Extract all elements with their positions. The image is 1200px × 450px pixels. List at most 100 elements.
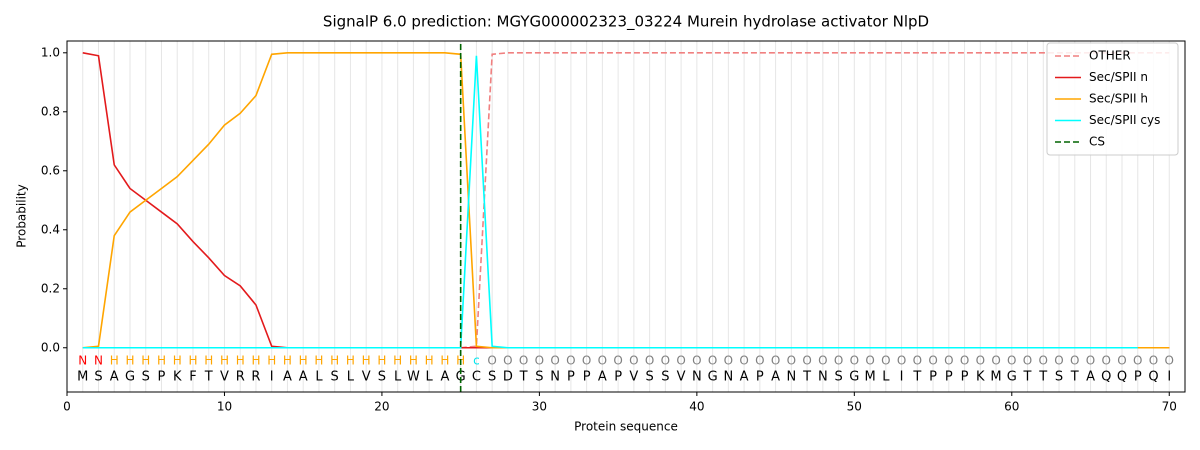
residue: R: [236, 370, 245, 385]
residue: L: [426, 370, 434, 385]
x-tick-label: 10: [217, 400, 232, 414]
region-label: O: [708, 354, 717, 368]
residue: T: [204, 370, 213, 385]
region-label: H: [110, 354, 119, 368]
residue: F: [189, 370, 196, 385]
x-tick-label: 60: [1004, 400, 1019, 414]
residue: P: [158, 370, 166, 385]
series-line: [82, 52, 1170, 349]
residue: K: [173, 370, 182, 385]
residue: G: [1007, 370, 1017, 385]
region-label: O: [1086, 354, 1095, 368]
residue: T: [1038, 370, 1047, 385]
region-label: O: [1070, 354, 1079, 368]
region-label: O: [1165, 354, 1174, 368]
residue: Q: [1101, 370, 1111, 385]
y-tick-label: 0.6: [41, 163, 60, 177]
region-label: c: [473, 354, 480, 368]
residue: P: [1134, 370, 1142, 385]
x-tick-label: 40: [689, 400, 704, 414]
residue: N: [550, 370, 560, 385]
region-label: H: [346, 354, 355, 368]
residue: P: [961, 370, 969, 385]
region-label: H: [267, 354, 276, 368]
residue: S: [535, 370, 543, 385]
residue: P: [583, 370, 591, 385]
residue: V: [362, 370, 371, 385]
legend-label: Sec/SPII n: [1089, 70, 1148, 84]
residue: N: [818, 370, 828, 385]
residue: A: [1086, 370, 1095, 385]
residue: L: [882, 370, 890, 385]
region-label: O: [503, 354, 512, 368]
region-label: H: [377, 354, 386, 368]
region-label: O: [850, 354, 859, 368]
residue: P: [756, 370, 764, 385]
region-label: O: [692, 354, 701, 368]
region-label: O: [550, 354, 559, 368]
region-label: O: [739, 354, 748, 368]
region-label: H: [409, 354, 418, 368]
residue: S: [331, 370, 339, 385]
residue: S: [645, 370, 653, 385]
residue: A: [299, 370, 308, 385]
region-label: H: [283, 354, 292, 368]
region-label: O: [582, 354, 591, 368]
x-tick-label: 0: [63, 400, 71, 414]
residue: T: [912, 370, 921, 385]
region-label: H: [220, 354, 229, 368]
residue: T: [519, 370, 528, 385]
residue: L: [315, 370, 323, 385]
residue: A: [771, 370, 780, 385]
region-label: O: [897, 354, 906, 368]
residue: L: [394, 370, 402, 385]
region-label: O: [629, 354, 638, 368]
region-label: O: [1149, 354, 1158, 368]
residue: W: [407, 370, 420, 385]
legend-label: OTHER: [1089, 49, 1131, 63]
legend-box: [1046, 42, 1179, 156]
region-label: O: [771, 354, 780, 368]
series-line: [82, 55, 1138, 349]
region-label: O: [566, 354, 575, 368]
residue: P: [567, 370, 575, 385]
x-tick-label: 50: [847, 400, 862, 414]
region-label: O: [535, 354, 544, 368]
residue: I: [1167, 370, 1171, 385]
residue: A: [440, 370, 449, 385]
region-label: O: [944, 354, 953, 368]
series-line: [82, 51, 1170, 349]
region-label: H: [314, 354, 323, 368]
region-label: H: [393, 354, 402, 368]
region-label: O: [991, 354, 1000, 368]
residue: S: [1055, 370, 1063, 385]
region-label: O: [755, 354, 764, 368]
legend-label: Sec/SPII cys: [1089, 113, 1160, 127]
x-tick-label: 20: [374, 400, 389, 414]
region-label: O: [724, 354, 733, 368]
residue: A: [110, 370, 119, 385]
residue: P: [929, 370, 937, 385]
region-label: O: [1039, 354, 1048, 368]
residue: V: [629, 370, 638, 385]
region-label: O: [1054, 354, 1063, 368]
region-label: H: [425, 354, 434, 368]
region-label: O: [928, 354, 937, 368]
residue: T: [802, 370, 811, 385]
residue: N: [692, 370, 702, 385]
residue: T: [1023, 370, 1032, 385]
region-label: O: [645, 354, 654, 368]
residue: P: [614, 370, 622, 385]
residue: S: [378, 370, 386, 385]
residue: P: [945, 370, 953, 385]
legend-label: Sec/SPII h: [1089, 92, 1148, 106]
region-label: O: [519, 354, 528, 368]
region-label: H: [330, 354, 339, 368]
region-label: O: [802, 354, 811, 368]
residue: N: [723, 370, 733, 385]
y-tick-label: 1.0: [41, 45, 60, 59]
residue: M: [77, 370, 88, 385]
residue: I: [900, 370, 904, 385]
x-tick-label: 30: [532, 400, 547, 414]
region-label: O: [818, 354, 827, 368]
